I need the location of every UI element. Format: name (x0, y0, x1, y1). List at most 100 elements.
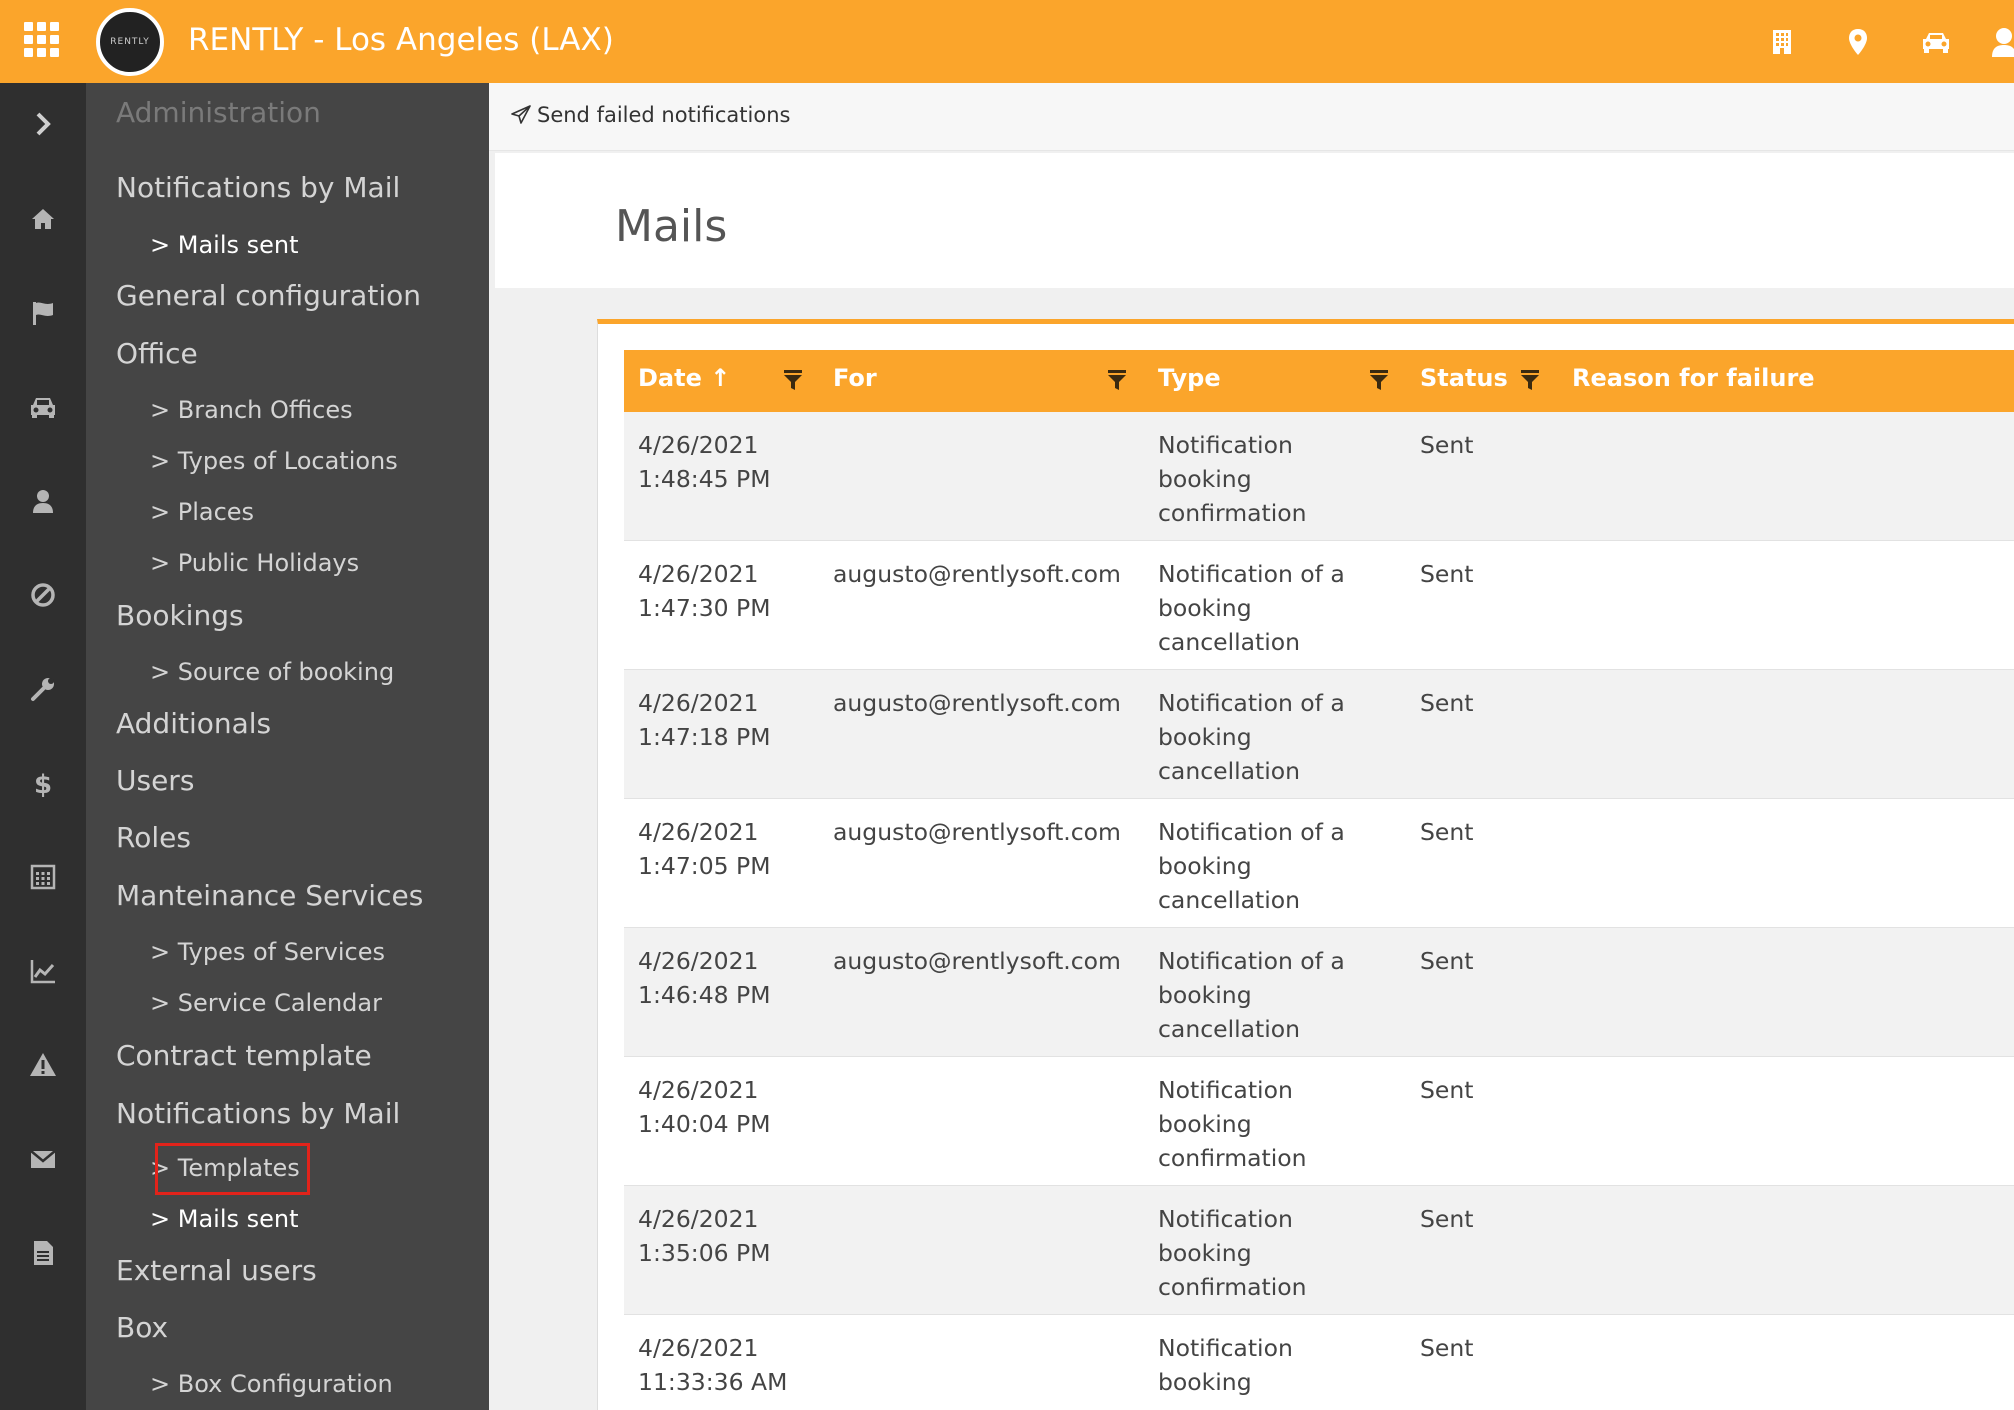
menu-notifications-by-mail-2[interactable]: Notifications by Mail (116, 1097, 401, 1130)
menu-additionals[interactable]: Additionals (116, 707, 272, 740)
cell-type: Notification of a booking cancellation (1158, 560, 1345, 656)
menu-roles[interactable]: Roles (116, 821, 191, 854)
menu-bookings[interactable]: Bookings (116, 599, 244, 632)
menu-mails-sent[interactable]: > Mails sent (150, 231, 299, 259)
menu-mails-sent-2[interactable]: > Mails sent (150, 1205, 299, 1233)
menu-service-calendar[interactable]: > Service Calendar (150, 989, 382, 1017)
menu-general-configuration[interactable]: General configuration (116, 279, 421, 312)
cell-date: 4/26/2021 1:47:18 PM (638, 689, 771, 751)
sort-arrow-icon: ↑ (710, 364, 731, 392)
cell-date: 4/26/2021 1:35:06 PM (638, 1205, 771, 1267)
cell-status: Sent (1420, 431, 1474, 459)
cell-type: Notification booking confirmation (1158, 1205, 1307, 1301)
cell-for: augusto@rentlysoft.com (833, 689, 1121, 717)
cell-date: 4/26/2021 1:40:04 PM (638, 1076, 771, 1138)
grid-icon[interactable] (24, 22, 60, 58)
action-bar: Send failed notifications (489, 83, 2014, 151)
table-header: Date ↑ For Type Status Reason for failur… (624, 350, 2014, 412)
cell-status: Sent (1420, 560, 1474, 588)
page-title: Mails (615, 201, 728, 252)
cell-type: Notification of a booking cancellation (1158, 947, 1345, 1043)
cell-type: Notification booking (1158, 1334, 1293, 1396)
menu-box-configuration[interactable]: > Box Configuration (150, 1370, 393, 1398)
cell-date: 4/26/2021 1:48:45 PM (638, 431, 771, 493)
cell-for: augusto@rentlysoft.com (833, 947, 1121, 975)
menu-notifications-by-mail[interactable]: Notifications by Mail (116, 171, 401, 204)
table-row[interactable]: 4/26/2021 1:48:45 PM Notification bookin… (624, 412, 2014, 541)
dollar-icon[interactable]: $ (0, 753, 86, 813)
cell-status: Sent (1420, 1205, 1474, 1233)
chevron-right-icon[interactable] (0, 94, 86, 154)
menu-public-holidays[interactable]: > Public Holidays (150, 549, 360, 577)
cell-status: Sent (1420, 947, 1474, 975)
envelope-icon[interactable] (0, 1129, 86, 1189)
menu-types-of-locations[interactable]: > Types of Locations (150, 447, 398, 475)
menu-places[interactable]: > Places (150, 498, 255, 526)
cell-for: augusto@rentlysoft.com (833, 818, 1121, 846)
column-header-type[interactable]: Type (1158, 364, 1221, 392)
cell-status: Sent (1420, 689, 1474, 717)
send-failed-label: Send failed notifications (537, 103, 791, 127)
admin-side-menu: Administration Notifications by Mail > M… (86, 83, 489, 1410)
calendar-icon[interactable] (0, 847, 86, 907)
cell-status: Sent (1420, 1076, 1474, 1104)
table-row[interactable]: 4/26/2021 11:33:36 AM Notification booki… (624, 1315, 2014, 1410)
menu-types-of-services[interactable]: > Types of Services (150, 938, 385, 966)
flag-icon[interactable] (0, 283, 86, 343)
company-logo[interactable]: RENTLY (96, 8, 164, 76)
menu-branch-offices[interactable]: > Branch Offices (150, 396, 353, 424)
column-header-date[interactable]: Date ↑ (638, 364, 731, 392)
app-title: RENTLY - Los Angeles (LAX) (188, 22, 614, 58)
car-icon[interactable] (0, 377, 86, 437)
svg-text:$: $ (34, 770, 52, 798)
menu-office[interactable]: Office (116, 337, 198, 370)
document-icon[interactable] (0, 1223, 86, 1283)
table-row[interactable]: 4/26/2021 1:47:18 PM augusto@rentlysoft.… (624, 670, 2014, 799)
wrench-icon[interactable] (0, 659, 86, 719)
top-bar: RENTLY RENTLY - Los Angeles (LAX) (0, 0, 2014, 83)
warning-icon[interactable] (0, 1035, 86, 1095)
side-menu-title: Administration (116, 96, 321, 129)
cell-type: Notification booking confirmation (1158, 431, 1307, 527)
building-icon[interactable] (1764, 24, 1800, 60)
cell-type: Notification booking confirmation (1158, 1076, 1307, 1172)
table-row[interactable]: 4/26/2021 1:35:06 PM Notification bookin… (624, 1186, 2014, 1315)
cell-status: Sent (1420, 1334, 1474, 1362)
menu-templates[interactable]: > Templates (150, 1154, 300, 1182)
mails-table-card: Date ↑ For Type Status Reason for failur… (597, 319, 2014, 1410)
for-filter-icon[interactable] (1106, 368, 1128, 392)
status-filter-icon[interactable] (1519, 368, 1541, 392)
table-row[interactable]: 4/26/2021 1:40:04 PM Notification bookin… (624, 1057, 2014, 1186)
cell-for: augusto@rentlysoft.com (833, 560, 1121, 588)
location-pin-icon[interactable] (1840, 24, 1876, 60)
car-icon[interactable] (1918, 24, 1954, 60)
type-filter-icon[interactable] (1368, 368, 1390, 392)
menu-external-users[interactable]: External users (116, 1254, 317, 1287)
home-icon[interactable] (0, 189, 86, 249)
send-failed-notifications-button[interactable]: Send failed notifications (511, 103, 790, 127)
user-icon[interactable] (1986, 24, 2014, 60)
menu-contract-template[interactable]: Contract template (116, 1039, 372, 1072)
cell-date: 4/26/2021 1:46:48 PM (638, 947, 771, 1009)
cell-date: 4/26/2021 1:47:05 PM (638, 818, 771, 880)
mails-table: Date ↑ For Type Status Reason for failur… (624, 350, 2014, 1410)
paper-plane-icon (511, 105, 531, 124)
menu-box[interactable]: Box (116, 1311, 169, 1344)
menu-source-of-booking[interactable]: > Source of booking (150, 658, 395, 686)
chart-icon[interactable] (0, 941, 86, 1001)
page-header: Mails (495, 153, 2014, 288)
table-row[interactable]: 4/26/2021 1:46:48 PM augusto@rentlysoft.… (624, 928, 2014, 1057)
user-icon[interactable] (0, 471, 86, 531)
table-row[interactable]: 4/26/2021 1:47:30 PM augusto@rentlysoft.… (624, 541, 2014, 670)
menu-users[interactable]: Users (116, 764, 195, 797)
icon-rail: $ (0, 83, 86, 1410)
cell-type: Notification of a booking cancellation (1158, 689, 1345, 785)
column-header-status[interactable]: Status (1420, 364, 1508, 392)
date-filter-icon[interactable] (782, 368, 804, 392)
menu-manteinance-services[interactable]: Manteinance Services (116, 879, 424, 912)
main-content: Send failed notifications Mails Date ↑ F… (489, 83, 2014, 1410)
column-header-for[interactable]: For (833, 364, 877, 392)
ban-icon[interactable] (0, 565, 86, 625)
table-row[interactable]: 4/26/2021 1:47:05 PM augusto@rentlysoft.… (624, 799, 2014, 928)
column-header-reason[interactable]: Reason for failure (1572, 364, 1815, 392)
